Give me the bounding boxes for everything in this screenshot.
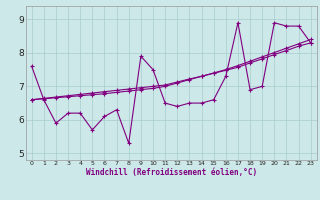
X-axis label: Windchill (Refroidissement éolien,°C): Windchill (Refroidissement éolien,°C) [86, 168, 257, 177]
